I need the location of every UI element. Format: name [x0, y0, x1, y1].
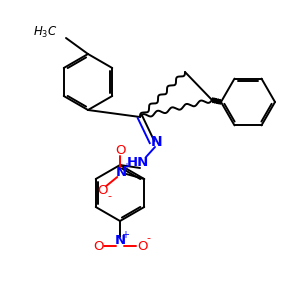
Text: O: O [97, 184, 107, 197]
Text: -: - [146, 233, 150, 243]
Text: +: + [121, 230, 129, 240]
Text: $H_3C$: $H_3C$ [33, 24, 58, 40]
Text: HN: HN [127, 155, 149, 169]
Text: O: O [137, 239, 147, 253]
Text: O: O [115, 145, 125, 158]
Text: -: - [107, 191, 111, 201]
Text: +: + [122, 162, 130, 172]
Text: O: O [93, 239, 103, 253]
Text: N: N [114, 235, 126, 248]
Text: N: N [151, 135, 163, 149]
Text: N: N [116, 166, 127, 178]
